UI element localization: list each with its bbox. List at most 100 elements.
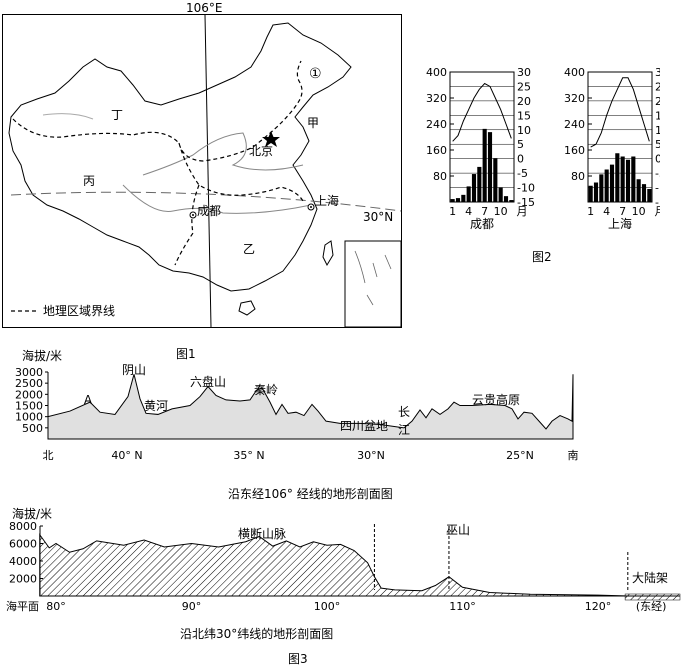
climate-city-label: 成都 <box>470 217 494 231</box>
temp-tick-label: 15 <box>655 109 660 122</box>
precip-bar <box>609 164 615 202</box>
region-bing: 丙 <box>83 174 96 188</box>
figure3-caption: 图3 <box>288 652 308 666</box>
profile2-title: 沿北纬30°纬线的地形剖面图 <box>180 627 334 641</box>
temp-line <box>590 77 650 148</box>
precip-bar <box>471 174 477 202</box>
month-label: 月 <box>517 205 528 218</box>
precip-tick-label: 400 <box>426 66 447 79</box>
precip-bar <box>615 153 620 202</box>
profile2-ylabel: 海拔/米 <box>12 507 53 521</box>
month-label: 1 <box>587 205 594 218</box>
profile1-feature-label: 云贵高原 <box>472 392 520 407</box>
precip-bar <box>636 179 641 202</box>
profile1-feature-label: 黄河 <box>144 399 168 413</box>
yellow-river <box>142 132 304 176</box>
profile2-x-unit: (东经) <box>636 600 667 613</box>
profile2-feature-label: 大陆架 <box>632 570 668 585</box>
precip-bar <box>647 189 652 202</box>
temp-tick-label: 5 <box>517 138 524 151</box>
china-map: 丁 甲 丙 乙 ① 北京 成都 上海 30°N 地理区域界线 <box>2 14 402 328</box>
month-label: 7 <box>481 205 488 218</box>
profile1-y-label: 1500 <box>15 400 43 413</box>
precip-bar <box>599 174 604 202</box>
profile2-x-label: 110° <box>449 600 476 613</box>
precip-bar <box>498 187 503 202</box>
month-label: 10 <box>632 205 646 218</box>
south-sea-inset <box>344 240 401 327</box>
temp-tick-label: 20 <box>655 95 660 108</box>
profile2-chart: 8000 6000 4000 2000 80° 90° 100° 110° 120° (东经) 海平… <box>6 520 681 613</box>
precip-bar <box>461 194 466 202</box>
profile1-x-label: 南 <box>568 449 579 462</box>
temp-tick-label: -15 <box>517 196 535 209</box>
profile2-terrain <box>39 533 627 597</box>
region-yi: 乙 <box>243 242 256 256</box>
precip-tick-label: 320 <box>564 92 585 105</box>
month-label: 7 <box>619 205 626 218</box>
temp-tick-label: -10 <box>655 182 660 195</box>
profile1-feature-label: 六盘山 <box>190 374 226 389</box>
precip-bar <box>631 156 636 202</box>
precip-tick-label: 80 <box>571 170 585 183</box>
temp-tick-label: 15 <box>517 109 531 122</box>
meridian-106e <box>204 15 212 327</box>
profile1-y-label: 2500 <box>15 377 43 390</box>
profile2-x-label: 90° <box>182 600 202 613</box>
taiwan-island <box>322 240 334 267</box>
profile1-feature-label: 长 <box>398 405 410 419</box>
temp-tick-label: 30 <box>517 66 531 79</box>
profile1-terrain <box>47 374 574 440</box>
temp-tick-label: -15 <box>655 196 660 209</box>
profile1-feature-label: 四川盆地 <box>340 419 388 433</box>
temp-line <box>452 82 512 142</box>
profile1-x-label: 35° N <box>233 449 264 462</box>
precip-bar <box>482 128 487 202</box>
month-label: 1 <box>449 205 456 218</box>
profile2-shelf <box>624 593 681 601</box>
profile1-feature-label: 秦岭 <box>254 383 278 397</box>
region-jia: 甲 <box>307 116 320 130</box>
precip-bar <box>641 184 647 202</box>
temp-tick-label: -10 <box>517 182 535 195</box>
temp-tick-label: 25 <box>517 80 531 93</box>
city-shanghai: 上海 <box>315 194 340 208</box>
precip-bar <box>466 186 471 202</box>
precip-bar <box>588 185 593 202</box>
precip-tick-label: 240 <box>426 118 447 131</box>
profile1-feature-label: 阴山 <box>122 363 146 377</box>
legend-text: 地理区域界线 <box>43 304 116 318</box>
figure2-caption: 图2 <box>532 250 552 264</box>
temp-tick-label: 20 <box>517 95 531 108</box>
month-label: 月 <box>655 205 661 218</box>
profile2-feature-label: 巫山 <box>446 523 470 537</box>
precip-tick-label: 80 <box>433 170 447 183</box>
profile1-y-label: 3000 <box>15 366 43 379</box>
profile2-y-label: 2000 <box>9 573 37 586</box>
yangtze-river <box>122 184 312 214</box>
profile1-ylabel: 海拔/米 <box>22 349 63 363</box>
parallel-label: 30°N <box>363 210 394 224</box>
precip-bar <box>477 166 482 202</box>
temp-tick-label: -5 <box>517 167 528 180</box>
precip-bar <box>509 200 514 202</box>
profile1-x-label: 北 <box>43 449 54 462</box>
profile2-y-label: 8000 <box>9 520 37 533</box>
regional-boundary <box>12 60 304 266</box>
marker-one: ① <box>309 66 322 82</box>
profile1-y-label: 2000 <box>15 388 43 401</box>
temp-tick-label: 10 <box>517 124 531 137</box>
precip-tick-label: 400 <box>564 66 585 79</box>
profile1-x-label: 25°N <box>506 449 534 462</box>
profile1-feature-label: 江 <box>398 423 410 437</box>
precip-bar <box>604 169 609 202</box>
figure1-caption: 图1 <box>176 347 196 361</box>
climate-chart-1: 40032024016080302520151050-5-10-1514710月… <box>564 66 660 231</box>
precip-bar <box>455 198 461 202</box>
profile2-x-label: 100° <box>314 600 341 613</box>
profile1-x-label: 30°N <box>357 449 385 462</box>
climate-city-label: 上海 <box>608 216 632 231</box>
city-chengdu: 成都 <box>197 204 222 218</box>
